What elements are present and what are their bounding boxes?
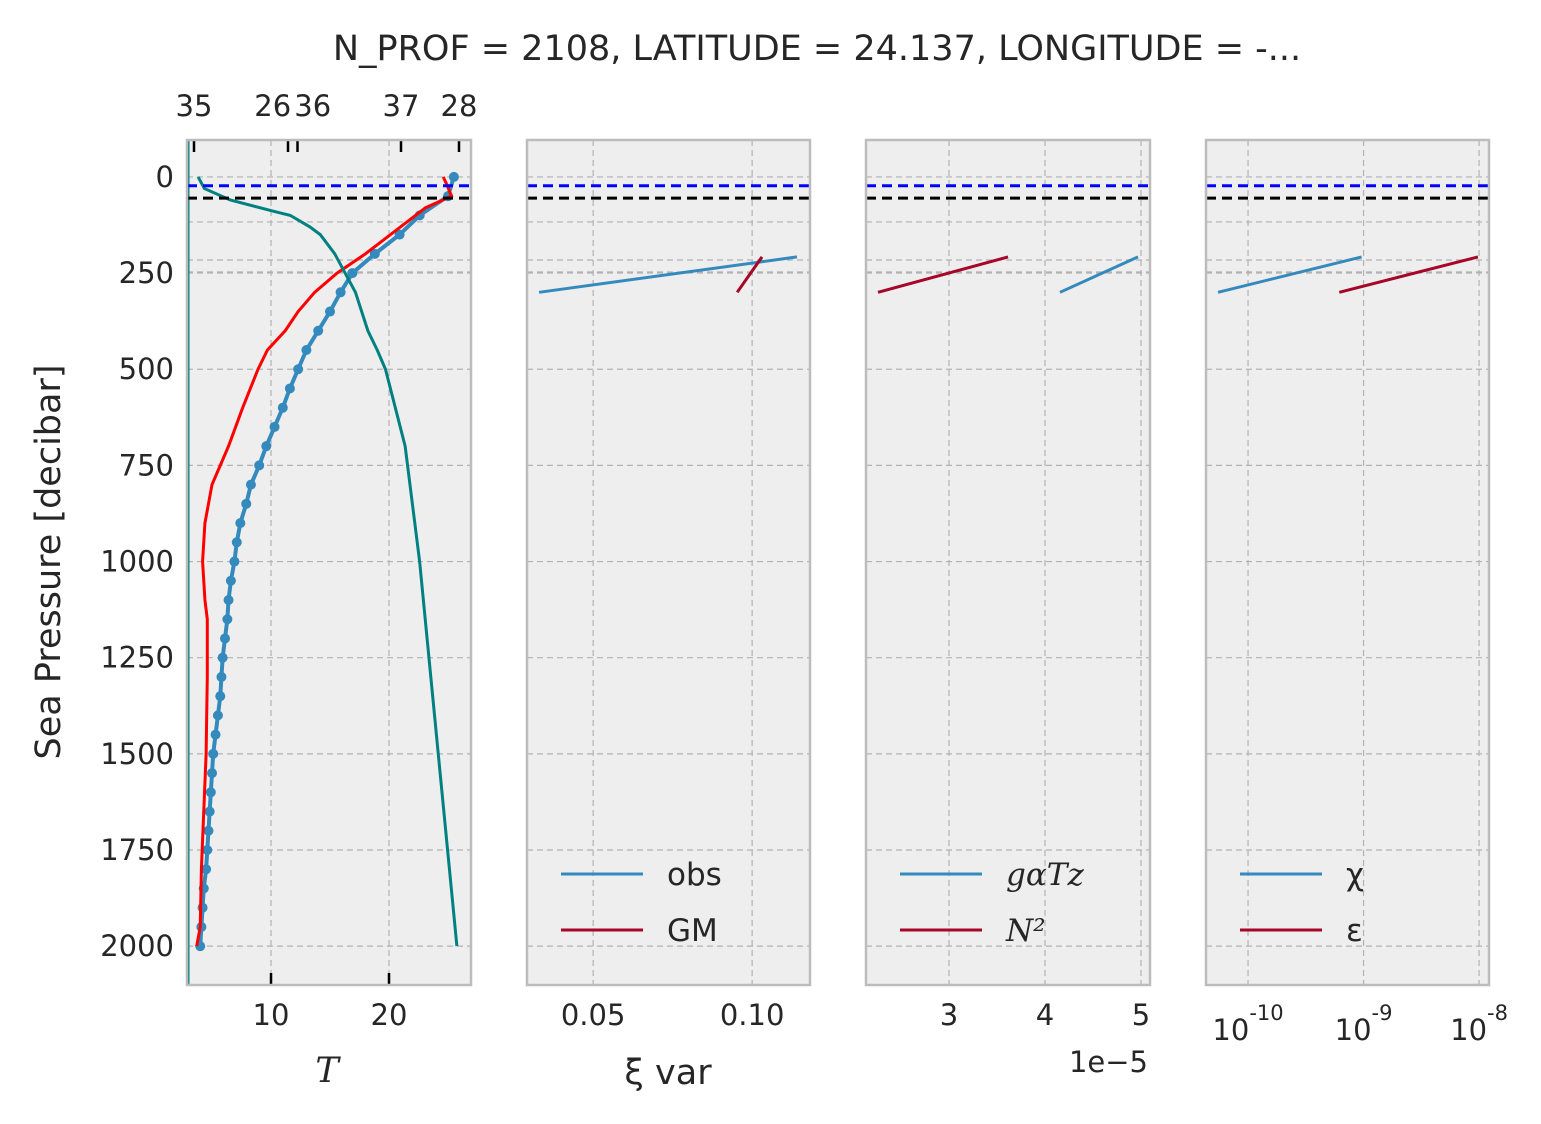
x-tick-label: 4: [1036, 998, 1054, 1032]
legend-label: ε: [1346, 913, 1363, 949]
y-tick-label: 1500: [100, 737, 174, 771]
series-line-T-red: [195, 176, 454, 947]
x-tick-label: 0.05: [561, 998, 626, 1032]
data-point: [235, 518, 246, 529]
data-point: [212, 710, 223, 721]
data-point: [231, 537, 242, 548]
top-tick-label: 35: [176, 89, 213, 123]
y-tick-label: 1250: [100, 641, 174, 675]
data-point: [204, 806, 215, 817]
data-point: [210, 729, 221, 740]
top-tick-label: 36: [294, 89, 331, 123]
legend-label: GM: [667, 913, 718, 949]
series-line: [538, 255, 798, 294]
data-point: [284, 383, 295, 394]
plot-background: [527, 140, 810, 985]
data-point: [219, 633, 230, 644]
axes-frame: [185, 138, 473, 987]
top-tick-label: 37: [383, 89, 420, 123]
data-point: [313, 325, 324, 336]
data-point: [215, 691, 226, 702]
data-point: [223, 595, 234, 605]
y-tick-label: 250: [119, 256, 174, 290]
data-point: [222, 614, 233, 625]
data-point: [325, 306, 336, 317]
data-point: [201, 864, 212, 875]
x-tick-label: 5: [1132, 998, 1150, 1032]
data-point: [229, 556, 240, 567]
data-point: [394, 229, 405, 240]
series-line: [735, 256, 764, 294]
x-tick-label: 10-8: [1450, 1001, 1508, 1047]
data-point: [203, 825, 214, 836]
y-tick-label: 1750: [100, 833, 174, 867]
data-point: [347, 268, 358, 279]
legend-label: gαTz: [1006, 857, 1084, 893]
data-point: [335, 287, 346, 298]
x-axis-label: ξ var: [624, 1053, 712, 1093]
axes-frame: [864, 138, 1152, 987]
x-tick-label: 0.10: [720, 998, 785, 1032]
x-tick-label: 10-9: [1335, 1001, 1393, 1047]
chart-title: N_PROF = 2108, LATITUDE = 24.137, LONGIT…: [333, 29, 1301, 69]
data-point: [301, 345, 312, 355]
data-point: [241, 498, 252, 509]
data-point: [269, 421, 280, 432]
data-point: [254, 460, 265, 471]
x-tick-label: 3: [940, 998, 958, 1032]
data-point: [208, 748, 219, 759]
x-offset-label: 1e−5: [1069, 1045, 1148, 1079]
data-point: [216, 671, 227, 682]
data-point: [217, 652, 228, 663]
panel-4: 10-10 10-9 10-8 χε: [1204, 138, 1508, 1047]
data-point: [202, 845, 213, 855]
data-point: [261, 441, 272, 452]
data-point: [245, 479, 256, 490]
plot-background: [1206, 140, 1489, 985]
panel-3: 3 4 5 gαTz N² 1e−5: [864, 138, 1152, 1079]
y-tick-label: 750: [119, 448, 174, 482]
legend-label: N²: [1005, 913, 1046, 949]
y-tick-label: 0: [156, 160, 174, 194]
data-point: [277, 402, 288, 413]
series-line: [1217, 255, 1362, 294]
series-line: [1338, 255, 1479, 294]
data-point: [293, 364, 304, 375]
data-point: [369, 248, 380, 259]
axes-frame: [1204, 138, 1491, 987]
x-tick-label: 20: [371, 998, 408, 1032]
series-line: [1059, 255, 1139, 294]
plot-background: [866, 140, 1150, 985]
data-point: [225, 575, 236, 586]
y-axis-label: Sea Pressure [decibar]: [29, 365, 69, 760]
panel-2: 0.05 0.10 obs GM ξ var: [525, 138, 812, 1093]
y-tick-label: 2000: [100, 929, 174, 963]
x-tick-label: 10: [253, 998, 290, 1032]
legend-label: obs: [667, 857, 722, 893]
series-line-salinity: [196, 176, 459, 947]
top-tick-label: 26: [254, 89, 291, 123]
y-tick-label: 1000: [100, 545, 174, 579]
x-axis-label: T: [315, 1051, 341, 1091]
x-tick-label: 10-10: [1212, 1001, 1283, 1047]
data-point: [207, 768, 218, 779]
series-line: [877, 255, 1009, 294]
y-tick-label: 500: [119, 352, 174, 386]
data-point: [448, 171, 459, 182]
axes-frame: [525, 138, 812, 987]
top-tick-label: 28: [441, 89, 478, 123]
panel-1: 10 20 0 250 500 750 1000 1250 1500 1750 2000 35 26 36…: [100, 89, 477, 1091]
data-point: [205, 787, 216, 798]
legend-label: χ: [1346, 857, 1364, 893]
